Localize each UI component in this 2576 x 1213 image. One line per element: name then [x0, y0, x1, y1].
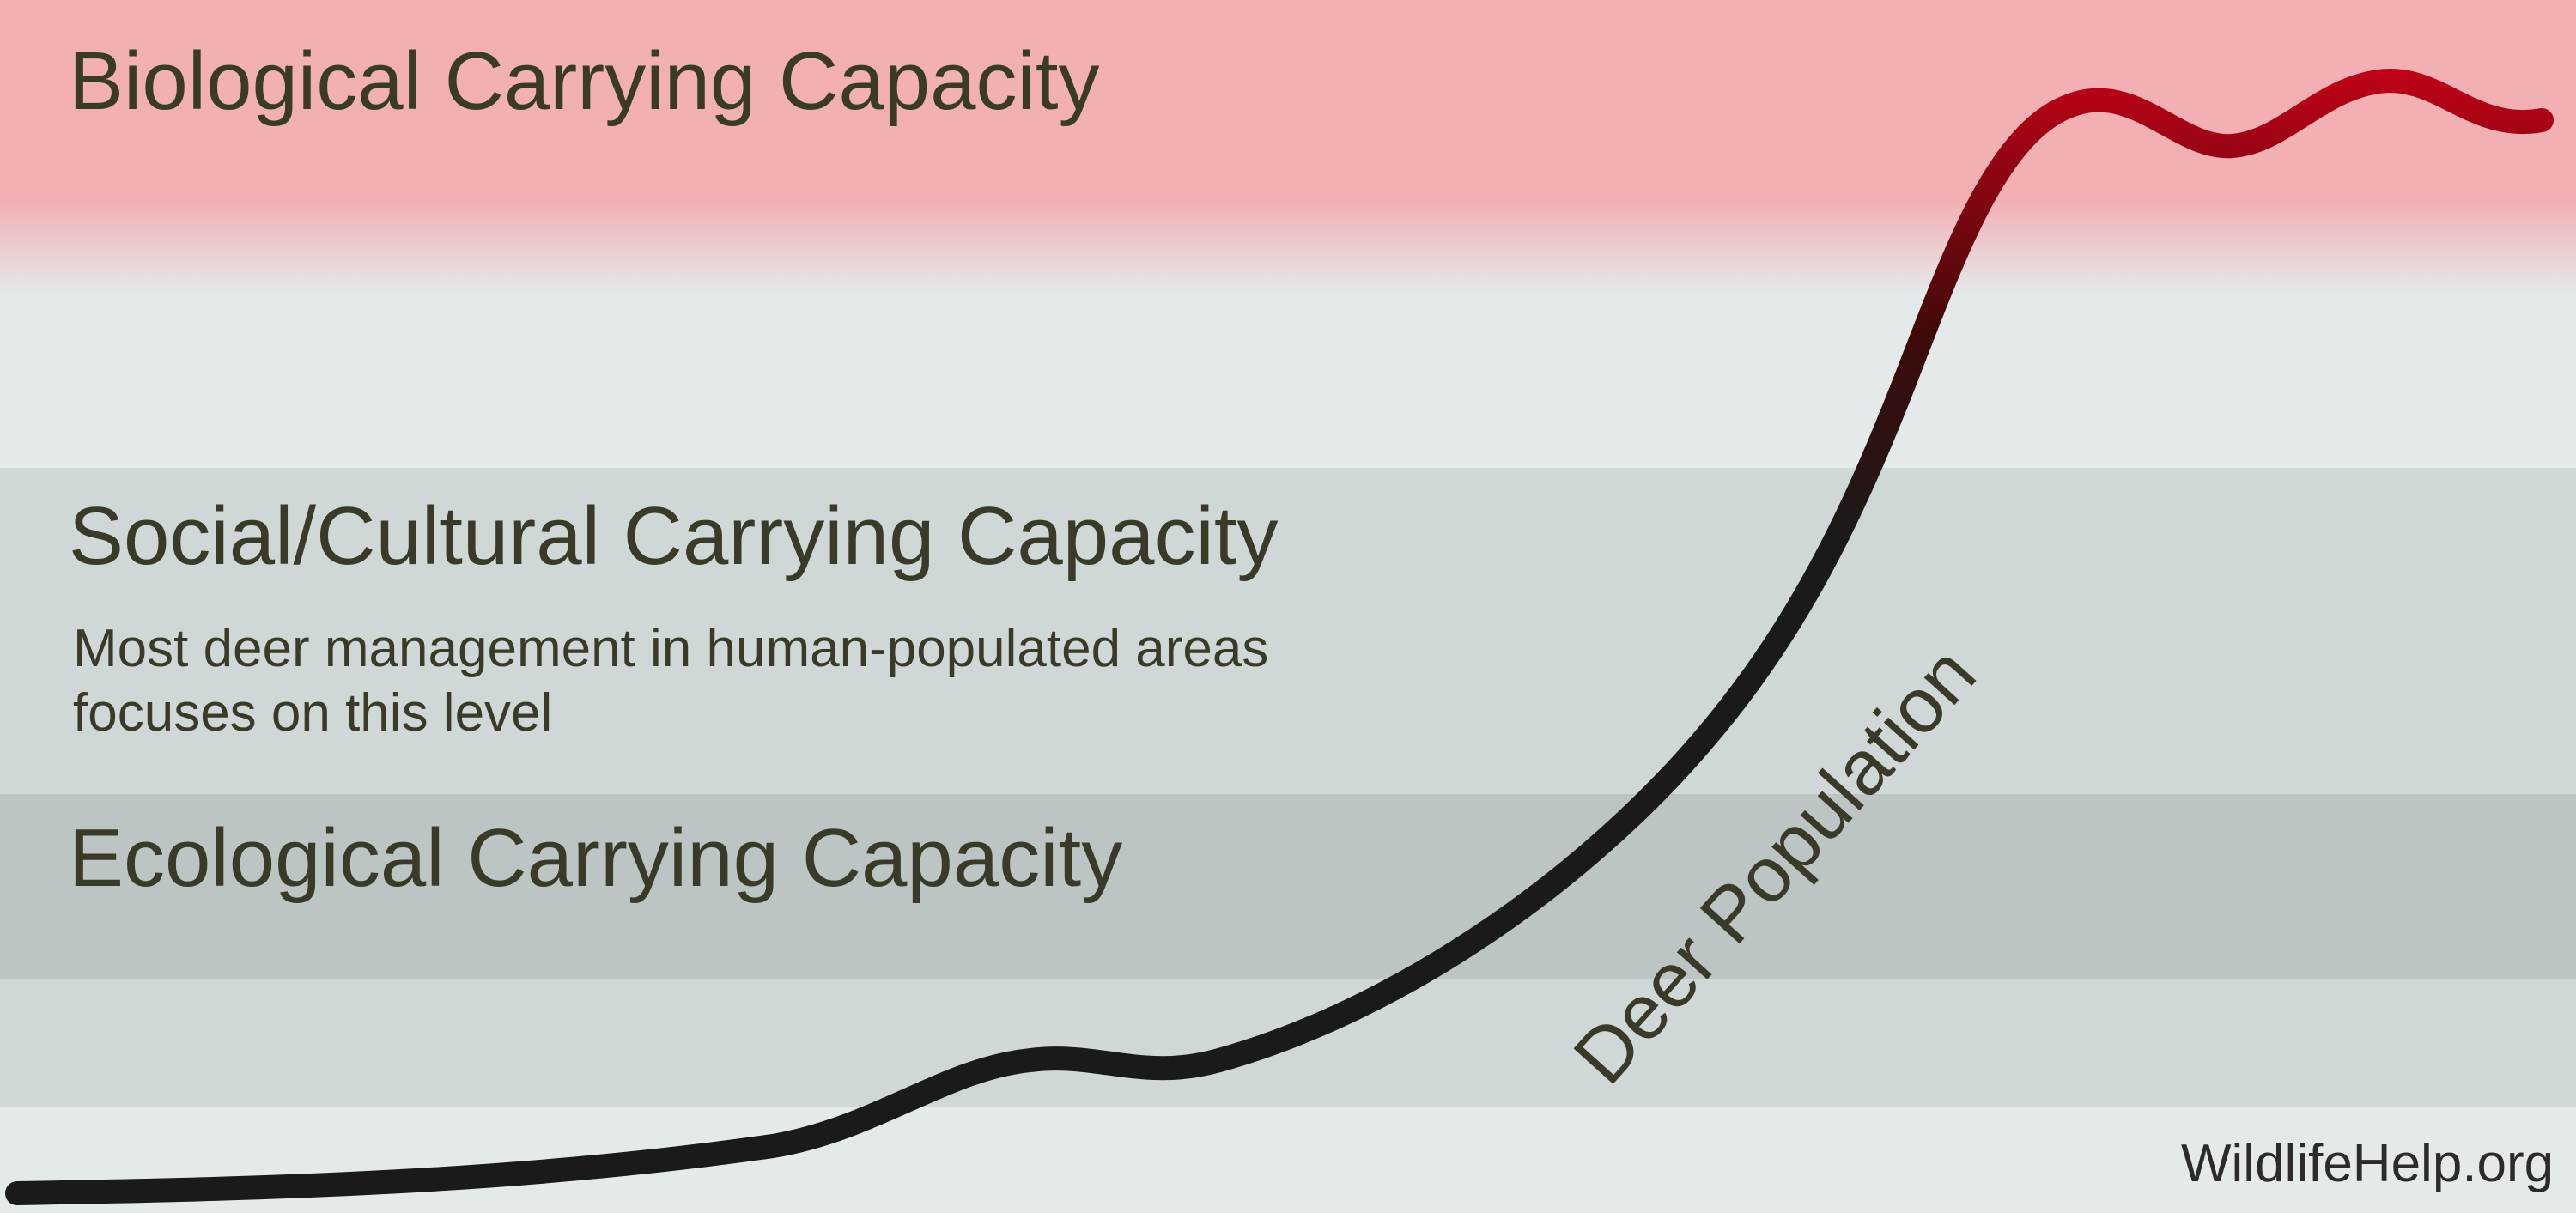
biological-band-fade — [0, 202, 2576, 296]
social-subtitle-line1: Most deer management in human-populated … — [73, 618, 1268, 679]
attribution-text: WildlifeHelp.org — [2181, 1133, 2554, 1194]
social-subtitle-line2: focuses on this level — [73, 682, 552, 743]
social-title: Social/Cultural Carrying Capacity — [69, 489, 1279, 584]
ecological-title: Ecological Carrying Capacity — [69, 811, 1122, 906]
gap-2 — [0, 979, 2576, 1107]
carrying-capacity-chart: Biological Carrying Capacity Social/Cultu… — [0, 0, 2576, 1213]
gap-1 — [0, 296, 2576, 468]
biological-title: Biological Carrying Capacity — [69, 34, 1100, 129]
